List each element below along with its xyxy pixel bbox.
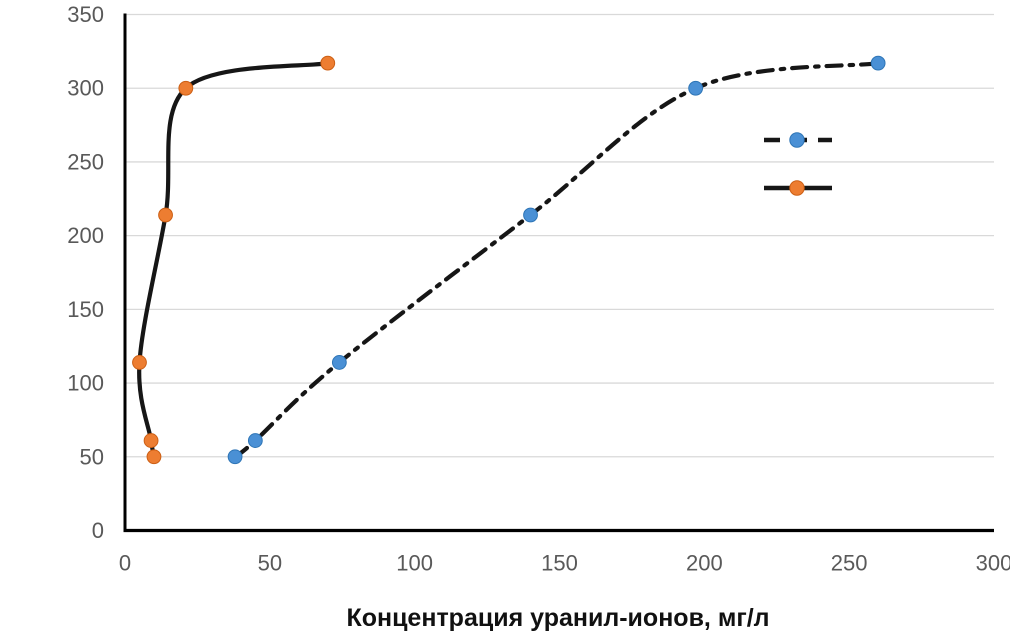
- x-tick-label-0: 0: [119, 551, 131, 576]
- legend: [764, 132, 832, 196]
- data-point-orange-solid-1: [143, 433, 159, 448]
- x-tick-label-200: 200: [686, 551, 723, 576]
- y-tick-label-350: 350: [67, 2, 104, 27]
- y-tick-label-200: 200: [67, 223, 104, 248]
- data-point-blue-dash-dot-0: [227, 449, 243, 465]
- y-tick-label-300: 300: [67, 76, 104, 101]
- x-tick-label-300: 300: [976, 551, 1010, 576]
- y-tick-label-50: 50: [80, 444, 104, 469]
- data-point-blue-dash-dot-2: [331, 355, 347, 370]
- tick-labels: 0 50 100 150 200 250 300 350 0 50 100 150 200 250 300: [67, 2, 1010, 576]
- y-tick-label-100: 100: [67, 371, 104, 396]
- x-tick-label-100: 100: [396, 551, 433, 576]
- data-point-blue-dash-dot-1: [247, 433, 263, 448]
- data-point-blue-dash-dot-5: [870, 55, 886, 71]
- data-point-blue-dash-dot-4: [688, 80, 704, 96]
- data-point-orange-solid-0: [146, 449, 162, 465]
- x-axis-title: Концентрация уранил-ионов, мг/л: [346, 604, 769, 632]
- y-tick-label-0: 0: [92, 518, 104, 543]
- data-point-blue-dash-dot-3: [523, 207, 538, 223]
- data-point-orange-solid-5: [320, 55, 336, 71]
- x-tick-label-50: 50: [258, 551, 282, 576]
- legend-marker-blue-dash-dot: [789, 132, 805, 148]
- data-series: [132, 55, 886, 465]
- series-line-blue-dash-dot: [233, 61, 881, 459]
- legend-marker-orange-solid: [789, 180, 805, 196]
- data-point-orange-solid-4: [178, 80, 194, 96]
- axes: [123, 13, 994, 533]
- data-point-orange-solid-2: [132, 355, 147, 370]
- gridlines: [125, 13, 994, 458]
- series-line-orange-solid: [137, 61, 330, 459]
- y-tick-label-150: 150: [67, 297, 104, 322]
- x-tick-label-250: 250: [831, 551, 868, 576]
- y-tick-label-250: 250: [67, 149, 104, 174]
- x-tick-label-150: 150: [541, 551, 578, 576]
- data-point-orange-solid-3: [158, 207, 173, 223]
